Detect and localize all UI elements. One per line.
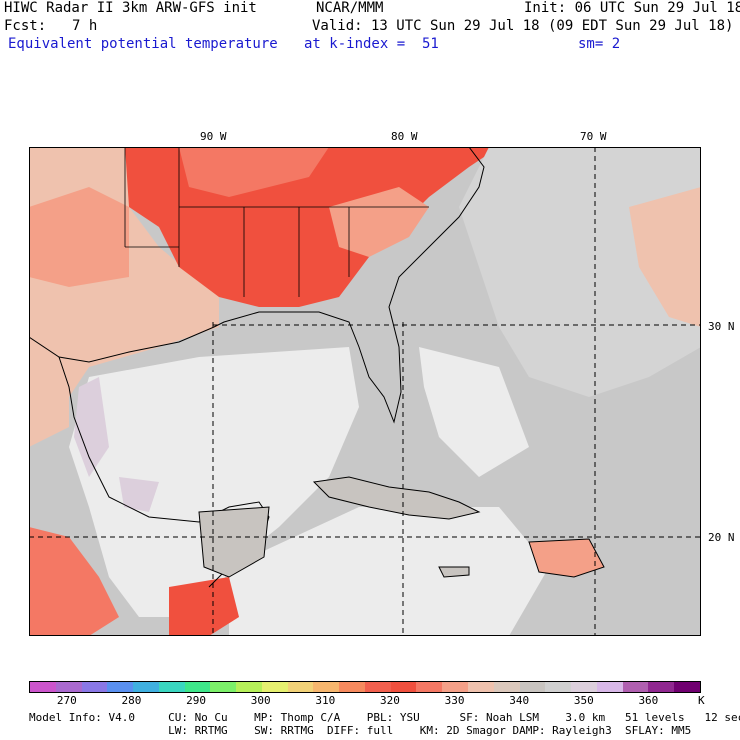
hispaniola-warm <box>529 539 604 577</box>
hispaniola-outline <box>528 538 605 578</box>
state-boundaries <box>124 147 429 297</box>
colorbar-swatch <box>158 682 185 692</box>
colorbar-swatch <box>493 682 520 692</box>
colorbar-swatch <box>674 682 700 692</box>
graticule <box>29 147 701 636</box>
jamaica-outline <box>438 566 470 578</box>
init-time: Init: 06 UTC Sun 29 Jul 18 <box>524 0 740 16</box>
model-info-line1: Model Info: V4.0 CU: No Cu MP: Thomp C/A… <box>29 711 740 724</box>
colorbar-unit: K <box>698 694 705 707</box>
colorbar-swatch <box>339 682 365 692</box>
org-label: NCAR/MMM <box>316 0 384 16</box>
texas-warm-region <box>29 187 129 287</box>
colorbar-label: 300 <box>250 694 271 707</box>
midsouth-warm-patch <box>179 147 329 197</box>
lat-tick-30n: 30 N <box>708 320 735 333</box>
colorbar-swatch <box>55 682 82 692</box>
cuba-outline <box>312 476 481 520</box>
colorbar-swatch <box>81 682 108 692</box>
colorbar-swatch <box>596 682 623 692</box>
colorbar-label: 340 <box>509 694 530 707</box>
caribbean-cool-region <box>229 507 549 636</box>
mexico-warm-region <box>29 527 119 636</box>
forecast-label: Fcst: <box>4 18 47 34</box>
theta-e-map <box>29 147 701 636</box>
colorbar-label: 270 <box>56 694 77 707</box>
colorbar-swatch <box>519 682 546 692</box>
colorbar-swatch <box>313 682 340 692</box>
colorbar-swatch <box>468 682 494 692</box>
colorbar-swatch <box>648 682 675 692</box>
colorbar-swatch <box>184 682 211 692</box>
level-label: at k-index = 51 <box>304 36 439 52</box>
colorbar-swatch <box>133 682 159 692</box>
yucatan-outline <box>198 506 270 578</box>
colorbar-swatch <box>261 682 288 692</box>
colorbar-swatch <box>390 682 417 692</box>
colorbar-label: 320 <box>379 694 400 707</box>
colorbar <box>29 681 701 693</box>
gulf-cool-region <box>69 347 359 617</box>
field-name: Equivalent potential temperature <box>8 36 278 52</box>
title-left: HIWC Radar II 3km ARW-GFS init <box>4 0 257 16</box>
bahamas-cool-region <box>419 347 529 477</box>
valid-time: Valid: 13 UTC Sun 29 Jul 18 (09 EDT Sun … <box>312 18 734 34</box>
carolina-warm-patch <box>329 187 429 257</box>
model-info-line2: LW: RRTMG SW: RRTMG DIFF: full KM: 2D Sm… <box>29 724 692 737</box>
colorbar-swatch <box>210 682 237 692</box>
texas-coast-lilac <box>74 377 109 477</box>
colorbar-swatch <box>416 682 443 692</box>
colorbar-label: 310 <box>315 694 336 707</box>
colorbar-swatch <box>571 682 597 692</box>
colorbar-swatch <box>30 682 56 692</box>
colorbar-swatch <box>442 682 469 692</box>
colorbar-label: 360 <box>638 694 659 707</box>
gulf-lilac-patch <box>119 477 159 512</box>
lon-tick-70w: 70 W <box>580 130 607 143</box>
colorbar-label: 330 <box>444 694 465 707</box>
lon-tick-80w: 80 W <box>391 130 418 143</box>
colorbar-swatch <box>622 682 649 692</box>
us-gulf-atlantic-coastline <box>29 147 485 424</box>
forecast-hour: 7 h <box>72 18 98 34</box>
map-frame <box>29 147 701 636</box>
colorbar-swatch <box>545 682 572 692</box>
colorbar-label: 280 <box>121 694 142 707</box>
colorbar-swatch <box>287 682 314 692</box>
smoothing-label: sm= 2 <box>578 36 621 52</box>
colorbar-swatch <box>236 682 262 692</box>
colorbar-swatch <box>364 682 391 692</box>
central-america-warm <box>169 577 239 636</box>
lat-tick-20n: 20 N <box>708 531 735 544</box>
colorbar-label: 350 <box>573 694 594 707</box>
lon-tick-90w: 90 W <box>200 130 227 143</box>
atlantic-tan-patch <box>629 187 701 327</box>
colorbar-label: 290 <box>186 694 206 707</box>
colorbar-swatch <box>107 682 134 692</box>
